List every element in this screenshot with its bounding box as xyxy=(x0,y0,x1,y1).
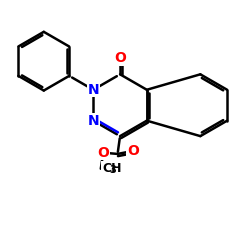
Text: 3: 3 xyxy=(109,166,116,175)
Text: N: N xyxy=(88,83,99,97)
Text: N: N xyxy=(88,114,99,128)
Text: O: O xyxy=(114,51,126,65)
Text: CH: CH xyxy=(102,162,122,175)
Text: O: O xyxy=(97,146,109,160)
Text: O: O xyxy=(127,144,139,158)
